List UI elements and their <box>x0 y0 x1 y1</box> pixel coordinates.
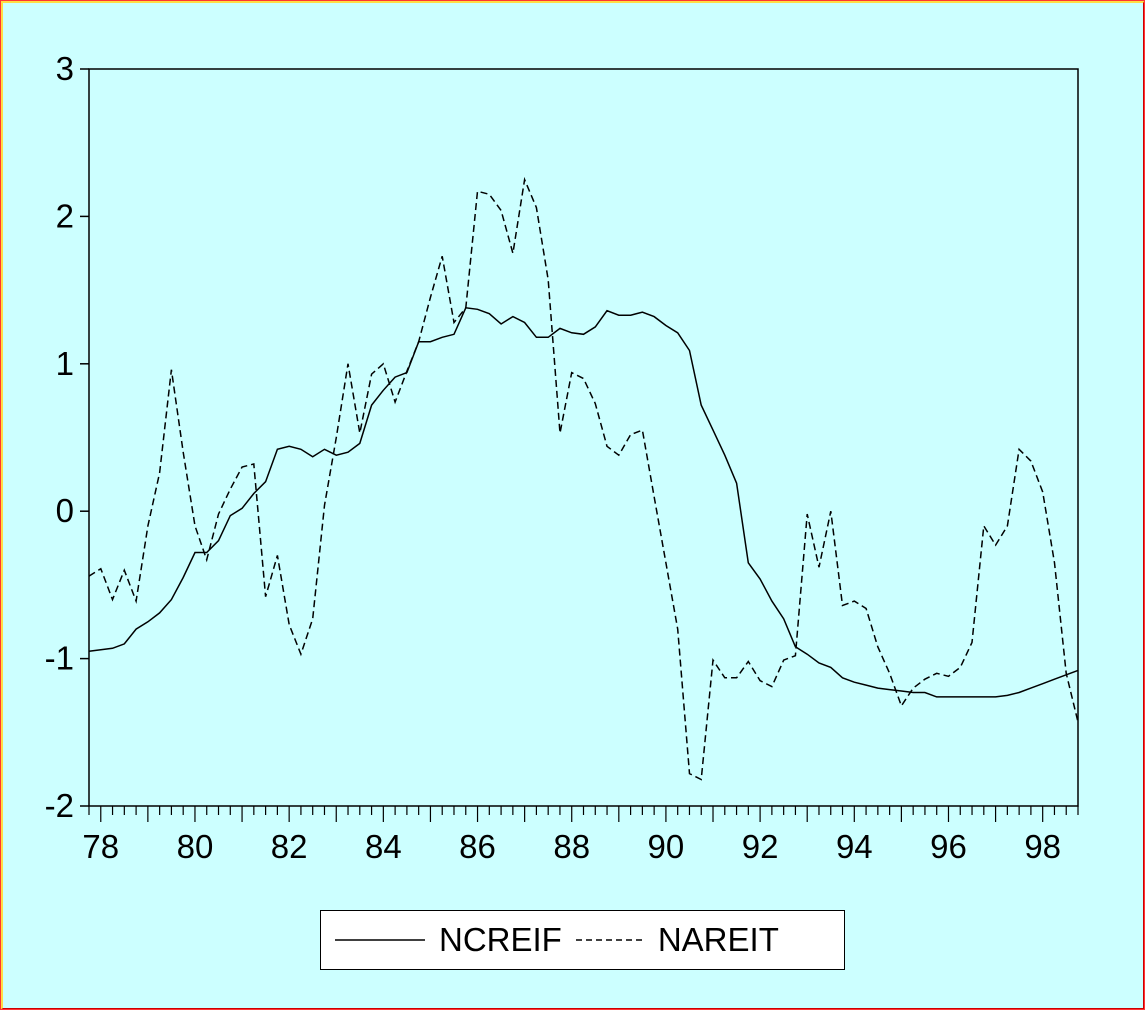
x-tick-label: 86 <box>459 828 496 865</box>
x-axis: 78 80 82 84 86 88 90 92 94 96 98 <box>82 806 1079 865</box>
y-tick-label: 0 <box>56 492 74 529</box>
x-tick-label: 98 <box>1024 828 1061 865</box>
y-axis: 3 2 1 0 -1 -2 <box>45 50 89 824</box>
y-tick-label: -1 <box>45 640 74 677</box>
x-tick-label: 78 <box>82 828 119 865</box>
y-tick-label: -2 <box>45 787 74 824</box>
legend-swatch-nareit <box>575 939 646 941</box>
x-tick-label: 82 <box>271 828 308 865</box>
x-tick-label: 96 <box>930 828 967 865</box>
legend-label-ncreif: NCREIF <box>439 921 562 958</box>
plot-area <box>88 68 1079 807</box>
x-tick-label: 92 <box>742 828 779 865</box>
legend-label-nareit: NAREIT <box>657 921 779 958</box>
x-tick-label: 84 <box>365 828 402 865</box>
legend-swatch-ncreif <box>335 939 425 941</box>
y-tick-label: 2 <box>56 197 74 234</box>
legend: NCREIF NAREIT <box>320 910 845 970</box>
y-tick-label: 1 <box>56 345 74 382</box>
x-tick-label: 80 <box>177 828 214 865</box>
series-line-nareit <box>88 176 1079 781</box>
x-tick-label: 94 <box>836 828 873 865</box>
x-tick-label: 88 <box>553 828 590 865</box>
y-tick-label: 3 <box>56 50 74 87</box>
x-tick-label: 90 <box>648 828 685 865</box>
series-line-ncreif <box>88 306 1079 698</box>
series-layer <box>88 176 1079 781</box>
